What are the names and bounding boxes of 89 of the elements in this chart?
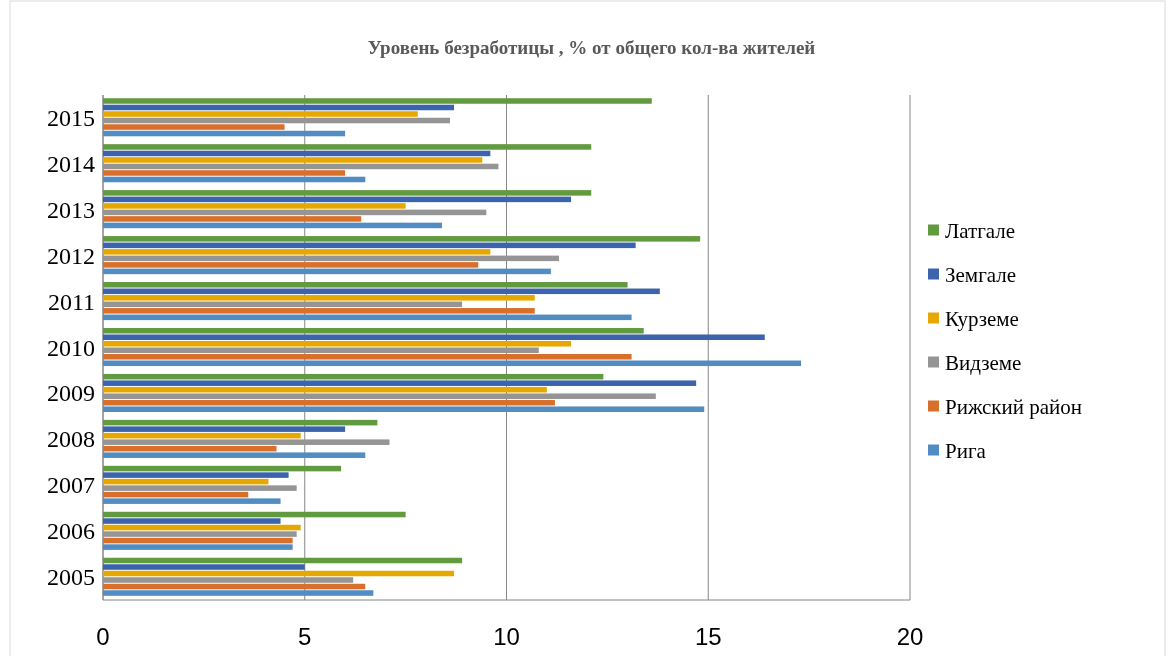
bar <box>103 262 479 268</box>
bar <box>103 439 390 445</box>
bar <box>103 222 442 229</box>
bar <box>103 537 293 544</box>
bar <box>103 282 628 288</box>
bar <box>103 544 293 550</box>
bar <box>103 406 705 412</box>
y-tick-label: 2013 <box>47 196 95 223</box>
bar <box>103 485 297 491</box>
legend-label: Видземе <box>945 350 1022 375</box>
bar <box>103 176 366 183</box>
bar <box>103 314 632 321</box>
bar <box>103 327 644 334</box>
bar <box>103 301 463 308</box>
bar <box>103 386 547 393</box>
x-tick-label: 20 <box>896 623 924 650</box>
bar <box>103 334 765 341</box>
bar <box>103 347 539 354</box>
bar <box>103 564 305 570</box>
bar <box>103 511 406 518</box>
bar <box>103 399 555 406</box>
bar <box>103 452 366 458</box>
bar <box>103 255 559 262</box>
x-tick-label: 0 <box>96 623 110 650</box>
bar <box>103 491 249 498</box>
legend-label: Латгале <box>945 218 1016 243</box>
y-tick-label: 2012 <box>47 242 95 269</box>
bar <box>103 144 592 150</box>
x-tick-label: 15 <box>694 623 722 650</box>
bar <box>103 419 378 426</box>
bar <box>103 190 592 196</box>
bar <box>103 360 802 367</box>
legend-label: Рижский район <box>945 394 1083 419</box>
bar <box>103 524 301 531</box>
bar <box>103 478 269 485</box>
bar <box>103 98 652 104</box>
legend-label: Земгале <box>945 262 1017 287</box>
bar <box>103 242 636 249</box>
x-tick-label: 10 <box>493 623 520 650</box>
bar <box>103 373 604 380</box>
bar <box>103 150 491 157</box>
bar <box>103 518 281 524</box>
y-tick-label: 2011 <box>47 288 95 315</box>
bar <box>103 130 346 137</box>
bar <box>103 288 660 295</box>
y-tick-label: 2005 <box>47 564 95 591</box>
x-tick-label: 5 <box>298 623 312 650</box>
bar <box>103 465 342 472</box>
bar <box>103 104 455 111</box>
chart-title: Уровень безработицы , % от общего кол-ва жителей <box>367 37 816 58</box>
bar <box>103 354 632 360</box>
bar <box>103 445 277 452</box>
bar <box>103 472 289 478</box>
y-tick-label: 2014 <box>47 150 95 177</box>
bar <box>103 124 285 130</box>
bar <box>103 170 346 176</box>
bar <box>103 268 551 275</box>
bar <box>103 196 572 203</box>
bar <box>103 577 354 583</box>
bar <box>103 570 455 577</box>
bar <box>103 203 406 209</box>
y-tick-label: 2009 <box>47 380 95 407</box>
bar <box>103 432 301 439</box>
bar <box>103 583 366 590</box>
bar <box>103 498 281 504</box>
bar <box>103 216 362 222</box>
bar <box>103 117 451 124</box>
bar <box>103 249 491 255</box>
y-tick-label: 2010 <box>47 334 95 361</box>
legend-label: Рига <box>945 438 987 463</box>
bar <box>103 157 483 163</box>
y-tick-label: 2015 <box>47 104 95 131</box>
bar <box>103 163 499 170</box>
bar <box>103 295 535 301</box>
bar <box>103 308 535 314</box>
bar <box>103 380 697 386</box>
legend-label: Курземе <box>945 306 1019 331</box>
bar <box>103 209 487 216</box>
bar <box>103 426 346 432</box>
bar <box>103 557 463 564</box>
bar <box>103 590 374 596</box>
y-tick-label: 2008 <box>47 426 95 453</box>
bar <box>103 393 656 399</box>
bar <box>103 340 572 347</box>
bar <box>103 111 418 117</box>
bar <box>103 531 297 537</box>
y-tick-label: 2006 <box>47 518 95 545</box>
y-tick-label: 2007 <box>47 472 95 499</box>
bar <box>103 236 701 242</box>
